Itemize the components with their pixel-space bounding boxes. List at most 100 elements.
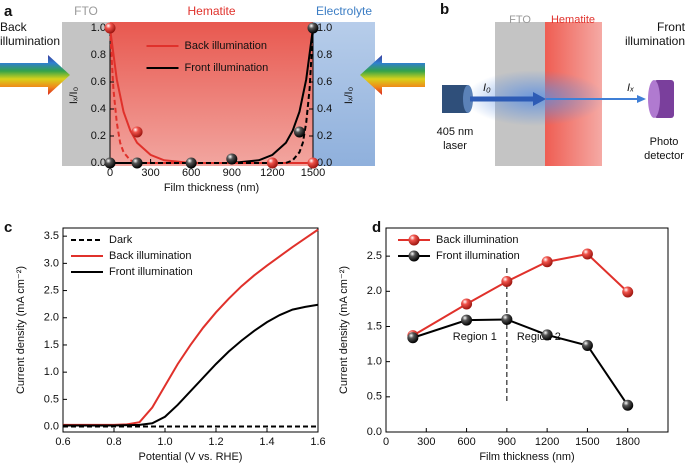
x-axis-label: Film thickness (nm) bbox=[164, 182, 259, 194]
legend-label: Front illumination bbox=[109, 266, 193, 278]
x-tick-label: 1.6 bbox=[310, 436, 325, 448]
y2-tick-label: 0.2 bbox=[317, 130, 332, 142]
layer-label: Hematite bbox=[551, 14, 595, 26]
series-line bbox=[63, 303, 319, 427]
data-point bbox=[461, 314, 473, 326]
source-label: laser bbox=[443, 140, 467, 152]
y-tick-label: 3.5 bbox=[44, 230, 59, 242]
laser-face bbox=[463, 85, 473, 113]
x-tick-label: 1200 bbox=[535, 436, 559, 448]
x-tick-label: 1500 bbox=[575, 436, 599, 448]
x-tick-label: 1.2 bbox=[208, 436, 223, 448]
data-point bbox=[622, 286, 634, 298]
y-tick-label: 1.0 bbox=[44, 366, 59, 378]
legend-label: Back illumination bbox=[109, 250, 192, 262]
data-point bbox=[541, 329, 553, 341]
plot-frame bbox=[62, 227, 319, 433]
beam-label: I₀ bbox=[483, 82, 491, 94]
y2-tick-label: 0.8 bbox=[317, 49, 332, 61]
y-tick-label: 0.4 bbox=[91, 103, 106, 115]
y-tick-label: 0.0 bbox=[44, 420, 59, 432]
y-axis-label: Current density (mA cm⁻²) bbox=[338, 266, 350, 394]
layer-label: FTO bbox=[509, 14, 531, 26]
side-label: Back bbox=[0, 20, 28, 34]
x-tick-label: 1.4 bbox=[259, 436, 274, 448]
region-label: Hematite bbox=[187, 4, 235, 18]
y-tick-label: 0.0 bbox=[367, 426, 382, 438]
data-point bbox=[131, 126, 143, 138]
plot-frame bbox=[385, 227, 669, 433]
series-line bbox=[412, 318, 629, 406]
y-tick-label: 2.0 bbox=[44, 312, 59, 324]
y-axis-label: Current density (mA cm⁻²) bbox=[15, 266, 27, 394]
detector-face bbox=[648, 80, 660, 118]
y-tick-label: 1.0 bbox=[91, 22, 106, 34]
y-tick-label: 0.6 bbox=[91, 76, 106, 88]
side-label: illumination bbox=[0, 34, 60, 48]
electrolyte-layer bbox=[313, 22, 375, 166]
x-tick-label: 1.0 bbox=[157, 436, 172, 448]
x-tick-label: 300 bbox=[417, 436, 435, 448]
region-label: Region 1 bbox=[453, 331, 497, 343]
side-label: illumination bbox=[625, 34, 685, 48]
y2-tick-label: 0.4 bbox=[317, 103, 332, 115]
y-axis-label: Iₓ/I₀ bbox=[68, 87, 80, 104]
y-tick-label: 0.8 bbox=[91, 49, 106, 61]
legend-marker bbox=[408, 250, 420, 262]
hematite-layer bbox=[110, 22, 313, 166]
data-point bbox=[185, 157, 197, 169]
panel-label: b bbox=[440, 1, 449, 18]
data-point bbox=[407, 332, 419, 344]
region-label: FTO bbox=[74, 4, 98, 18]
x-tick-label: 600 bbox=[182, 167, 200, 179]
x-tick-label: 0 bbox=[107, 167, 113, 179]
y2-tick-label: 0.0 bbox=[317, 157, 332, 169]
beam-in-head bbox=[533, 92, 546, 106]
y-tick-label: 2.0 bbox=[367, 285, 382, 297]
y-tick-label: 1.5 bbox=[367, 320, 382, 332]
y-tick-label: 2.5 bbox=[367, 250, 382, 262]
x-tick-label: 0.6 bbox=[55, 436, 70, 448]
x-tick-label: 0.8 bbox=[106, 436, 121, 448]
front-light-arrow bbox=[360, 55, 425, 95]
x-axis-label: Film thickness (nm) bbox=[479, 451, 574, 463]
legend-marker bbox=[408, 234, 420, 246]
y2-tick-label: 1.0 bbox=[317, 22, 332, 34]
legend-label: Back illumination bbox=[185, 40, 268, 52]
data-point bbox=[501, 313, 513, 325]
y-tick-label: 0.5 bbox=[367, 391, 382, 403]
data-point bbox=[622, 399, 634, 411]
y-tick-label: 1.5 bbox=[44, 339, 59, 351]
data-point bbox=[501, 275, 513, 287]
detector-label: Photo bbox=[650, 136, 679, 148]
x-tick-label: 300 bbox=[141, 167, 159, 179]
series-line bbox=[412, 252, 629, 337]
beam-out-head bbox=[637, 95, 646, 103]
x-axis-label: Potential (V vs. RHE) bbox=[139, 451, 243, 463]
x-tick-label: 1500 bbox=[301, 167, 325, 179]
panel-label: c bbox=[4, 219, 12, 236]
y2-axis-label: Iₓ/I₀ bbox=[343, 87, 355, 104]
x-tick-label: 900 bbox=[498, 436, 516, 448]
y-tick-label: 0.5 bbox=[44, 393, 59, 405]
beam-label: Iₓ bbox=[627, 82, 634, 94]
y-tick-label: 0.0 bbox=[91, 157, 106, 169]
data-point bbox=[226, 153, 238, 165]
y-tick-label: 0.2 bbox=[91, 130, 106, 142]
data-point bbox=[293, 126, 305, 138]
data-point bbox=[266, 157, 278, 169]
data-point bbox=[541, 256, 553, 268]
data-point bbox=[581, 248, 593, 260]
x-tick-label: 600 bbox=[457, 436, 475, 448]
legend-label: Front illumination bbox=[185, 62, 269, 74]
y-tick-label: 3.0 bbox=[44, 257, 59, 269]
legend-label: Dark bbox=[109, 234, 133, 246]
y-tick-label: 2.5 bbox=[44, 284, 59, 296]
detector-label: detector bbox=[644, 150, 684, 162]
data-point bbox=[104, 22, 116, 34]
data-point bbox=[461, 298, 473, 310]
side-label: Front bbox=[657, 20, 685, 34]
data-point bbox=[581, 339, 593, 351]
legend-label: Back illumination bbox=[436, 234, 519, 246]
source-label: 405 nm bbox=[437, 126, 474, 138]
